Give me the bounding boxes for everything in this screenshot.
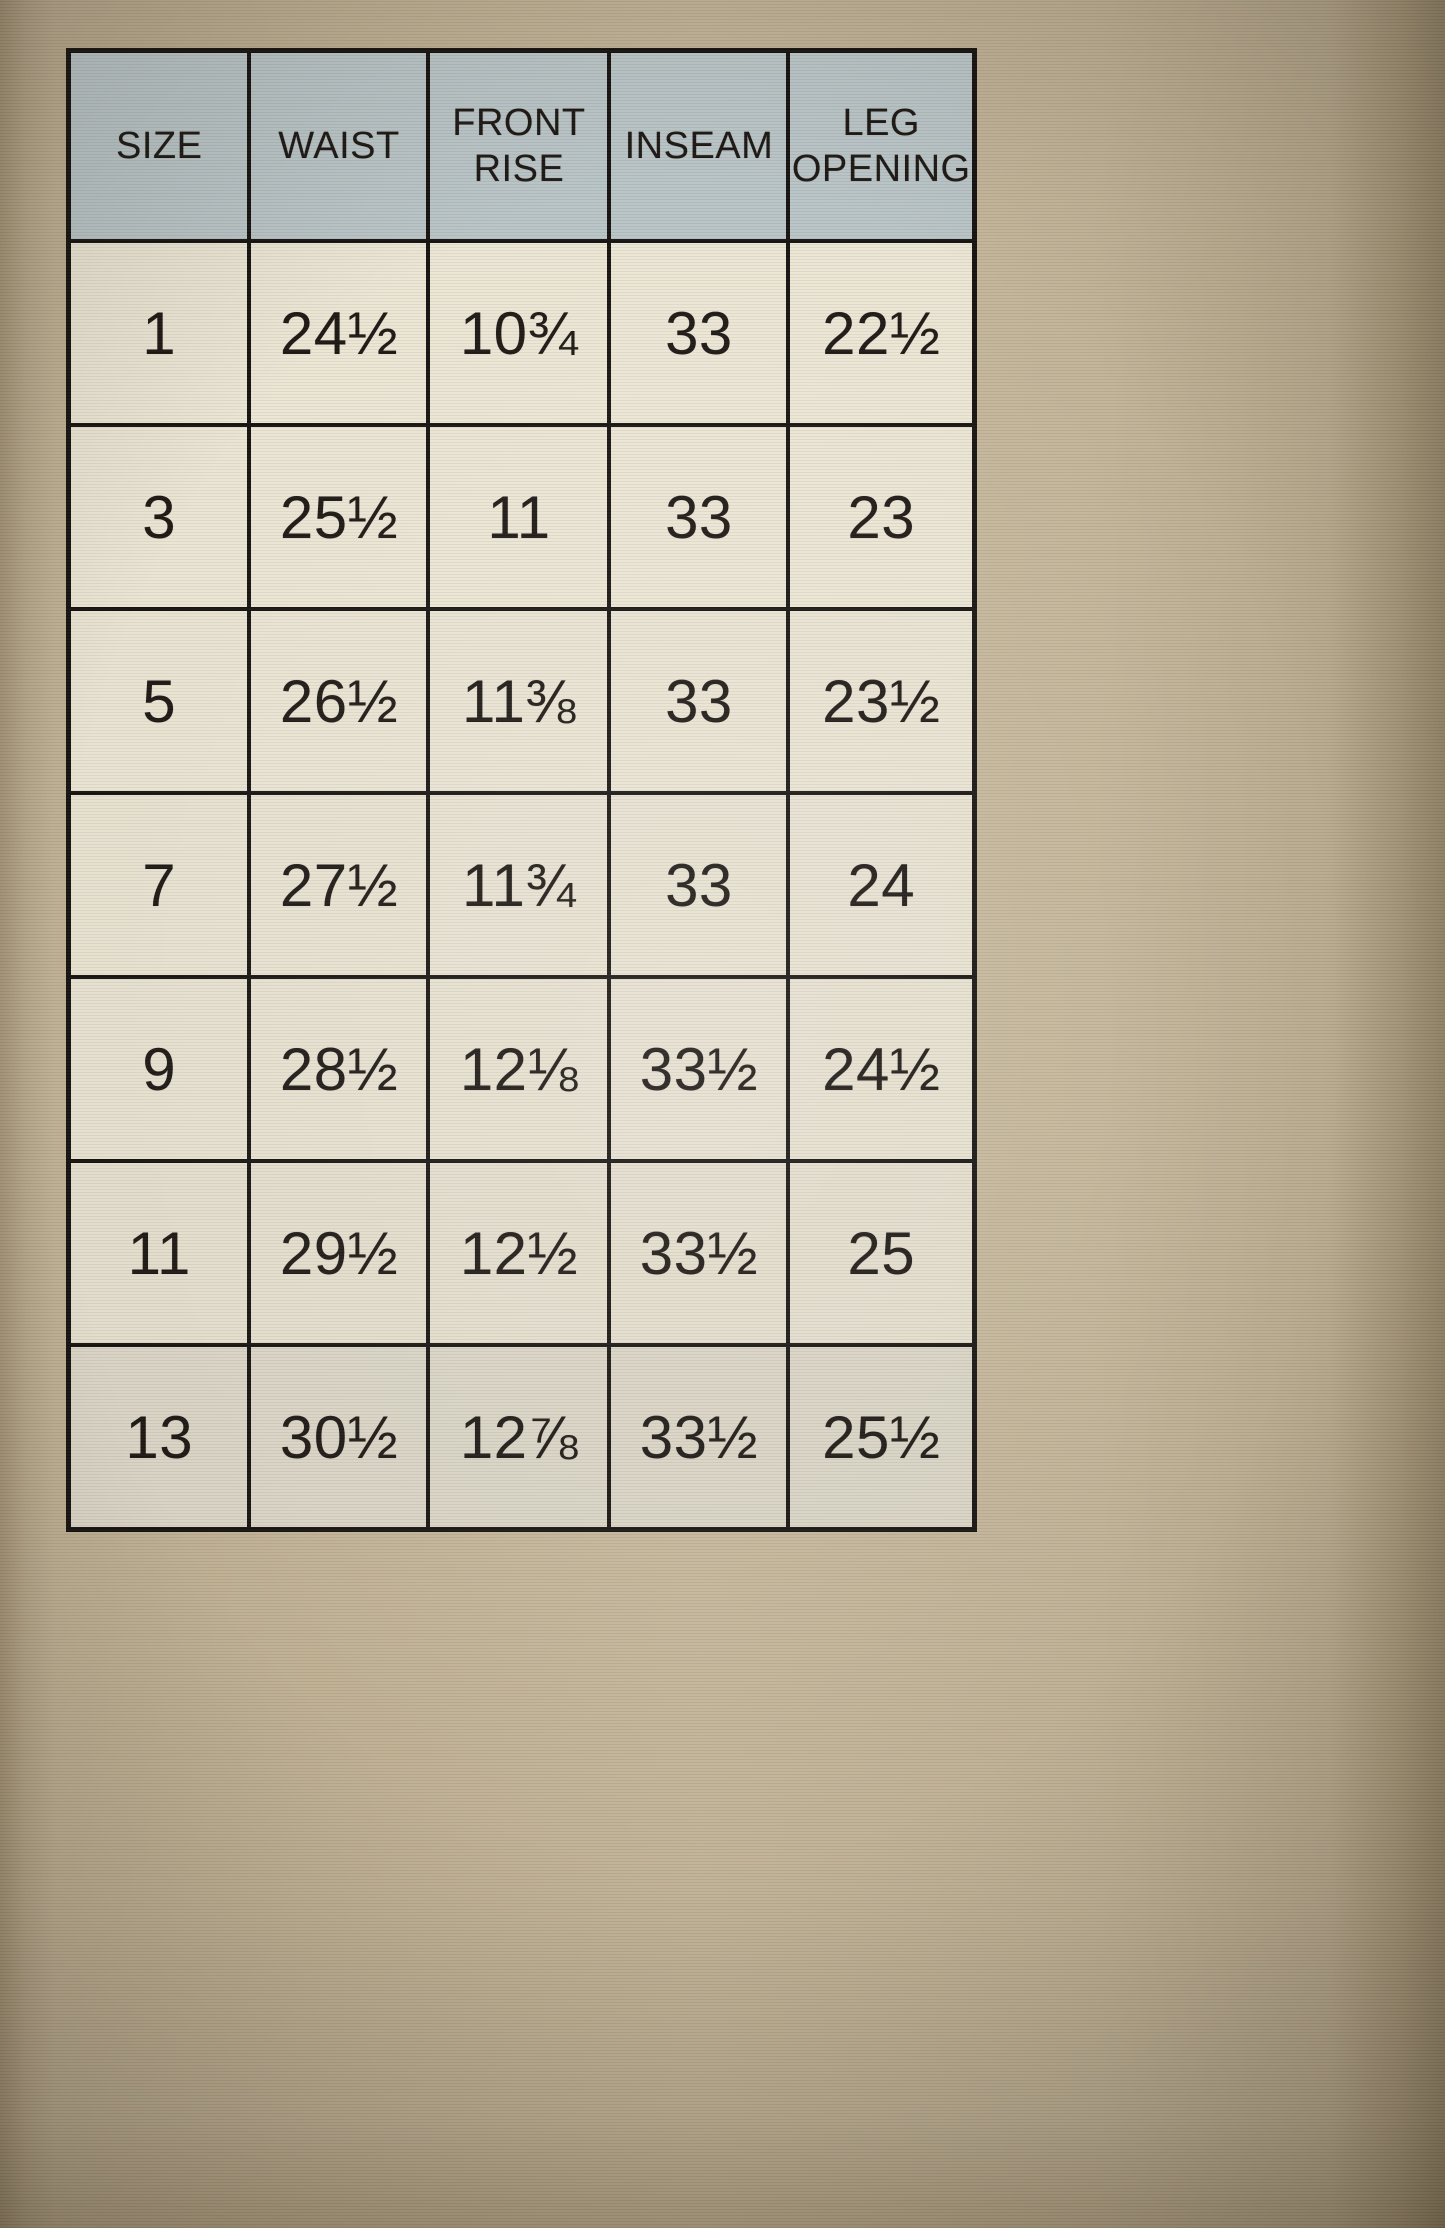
cell-value: 7: [142, 851, 177, 919]
cell-value: 28½: [279, 1035, 399, 1103]
table-row: 5 26½ 11⅜ 33 23½: [66, 607, 977, 795]
cell-value: 24½: [279, 299, 399, 367]
cell-value: 33: [665, 299, 733, 367]
cell-waist: 29½: [247, 1159, 431, 1347]
cell-waist: 27½: [247, 791, 431, 979]
cell-leg-opening: 22½: [786, 239, 977, 427]
cell-value: 11: [487, 483, 551, 551]
column-header-front-rise-line-1: FRONT: [452, 101, 586, 144]
column-header-leg-opening-line-1: LEG: [842, 101, 920, 144]
size-chart-table: SIZE WAIST FRONT RISE INSEAM LEG OPENING: [66, 48, 977, 1532]
cell-inseam: 33½: [607, 1343, 791, 1532]
table-row: 1 24½ 10¾ 33 22½: [66, 239, 977, 427]
column-header-waist: WAIST: [247, 48, 431, 243]
cell-value: 23½: [822, 667, 941, 735]
cell-value: 12⅛: [459, 1035, 579, 1103]
cell-value: 29½: [279, 1219, 399, 1287]
cell-front-rise: 12½: [426, 1159, 612, 1347]
cell-value: 12⅞: [459, 1403, 579, 1471]
cell-front-rise: 10¾: [426, 239, 612, 427]
cell-size: 11: [66, 1159, 252, 1347]
cell-value: 33: [665, 483, 733, 551]
cell-front-rise: 11: [426, 423, 612, 611]
cell-value: 33: [665, 667, 733, 735]
cell-leg-opening: 25½: [786, 1343, 977, 1532]
column-header-size: SIZE: [66, 48, 252, 243]
cell-front-rise: 12⅞: [426, 1343, 612, 1532]
cell-leg-opening: 25: [786, 1159, 977, 1347]
cell-value: 33: [665, 851, 733, 919]
cell-value: 33½: [639, 1403, 759, 1471]
cell-inseam: 33: [607, 791, 791, 979]
cell-value: 5: [142, 667, 177, 735]
cell-value: 23: [847, 483, 916, 551]
cell-value: 9: [142, 1035, 177, 1103]
cell-front-rise: 11¾: [426, 791, 612, 979]
cell-leg-opening: 23: [786, 423, 977, 611]
cell-value: 13: [125, 1403, 194, 1471]
cell-waist: 25½: [247, 423, 431, 611]
size-chart-container: SIZE WAIST FRONT RISE INSEAM LEG OPENING: [66, 48, 977, 1532]
cell-value: 27½: [279, 851, 399, 919]
cell-waist: 24½: [247, 239, 431, 427]
header-row: SIZE WAIST FRONT RISE INSEAM LEG OPENING: [66, 48, 977, 243]
cell-inseam: 33: [607, 607, 791, 795]
cell-size: 9: [66, 975, 252, 1163]
table-row: 9 28½ 12⅛ 33½ 24½: [66, 975, 977, 1163]
table-row: 3 25½ 11 33 23: [66, 423, 977, 611]
cell-value: 33½: [639, 1035, 759, 1103]
table-body: 1 24½ 10¾ 33 22½ 3 25½ 11 33 23 5 26½ 11…: [66, 239, 977, 1532]
cell-leg-opening: 24½: [786, 975, 977, 1163]
cell-value: 24: [847, 851, 916, 919]
cell-value: 12½: [459, 1219, 579, 1287]
cell-size: 7: [66, 791, 252, 979]
cell-inseam: 33: [607, 423, 791, 611]
column-header-waist-line-1: WAIST: [278, 124, 400, 167]
cell-value: 1: [142, 299, 177, 367]
column-header-inseam: INSEAM: [607, 48, 791, 243]
cell-size: 13: [66, 1343, 252, 1532]
cell-value: 25½: [279, 483, 399, 551]
cell-value: 25½: [822, 1403, 941, 1471]
column-header-leg-opening-line-2: OPENING: [791, 148, 971, 190]
column-header-front-rise: FRONT RISE: [426, 48, 612, 243]
cell-waist: 28½: [247, 975, 431, 1163]
cell-value: 11⅜: [462, 667, 576, 735]
cell-value: 11¾: [462, 851, 576, 919]
table-row: 13 30½ 12⅞ 33½ 25½: [66, 1343, 977, 1532]
table-header: SIZE WAIST FRONT RISE INSEAM LEG OPENING: [66, 48, 977, 243]
cell-value: 26½: [279, 667, 399, 735]
cell-inseam: 33½: [607, 1159, 791, 1347]
cell-front-rise: 11⅜: [426, 607, 612, 795]
cell-value: 3: [142, 483, 177, 551]
cell-size: 3: [66, 423, 252, 611]
column-header-leg-opening: LEG OPENING: [786, 48, 977, 243]
cell-waist: 30½: [247, 1343, 431, 1532]
cell-front-rise: 12⅛: [426, 975, 612, 1163]
table-row: 7 27½ 11¾ 33 24: [66, 791, 977, 979]
column-header-size-line-1: SIZE: [116, 124, 203, 167]
column-header-front-rise-line-2: RISE: [473, 148, 565, 190]
cell-inseam: 33½: [607, 975, 791, 1163]
cell-value: 25: [847, 1219, 916, 1287]
table-row: 11 29½ 12½ 33½ 25: [66, 1159, 977, 1347]
cell-waist: 26½: [247, 607, 431, 795]
cell-value: 33½: [639, 1219, 759, 1287]
cell-leg-opening: 24: [786, 791, 977, 979]
cell-value: 10¾: [459, 299, 579, 367]
cell-value: 30½: [279, 1403, 399, 1471]
cell-size: 5: [66, 607, 252, 795]
cell-value: 24½: [822, 1035, 941, 1103]
cell-leg-opening: 23½: [786, 607, 977, 795]
cell-value: 22½: [822, 299, 941, 367]
cell-inseam: 33: [607, 239, 791, 427]
cell-value: 11: [127, 1219, 191, 1287]
cell-size: 1: [66, 239, 252, 427]
column-header-inseam-line-1: INSEAM: [624, 124, 774, 167]
